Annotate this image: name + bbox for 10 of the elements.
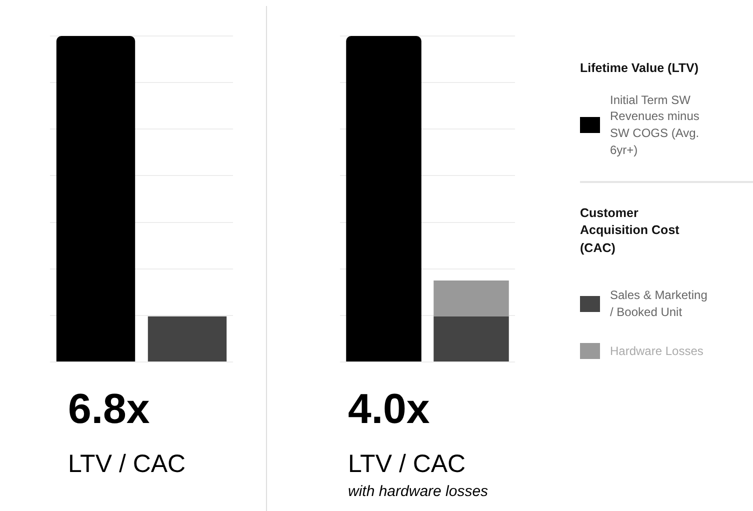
text: 6.8x (68, 385, 150, 433)
legend-title: Lifetime Value (LTV) (580, 60, 700, 77)
text: LTV / CAC (68, 450, 186, 479)
legend-label: Hardware Losses (610, 342, 704, 360)
text: LTV / CAC (348, 450, 466, 479)
text: with hardware losses (348, 483, 488, 500)
text: 4.0x (348, 385, 430, 433)
text: Customer Acquisition Cost (CAC) (580, 204, 680, 257)
legend-label: Sales & Marketing / Booked Unit (610, 287, 708, 321)
legend-label: Initial Term SW Revenues minus SW COGS (Avg. 6yr+) (610, 92, 700, 159)
